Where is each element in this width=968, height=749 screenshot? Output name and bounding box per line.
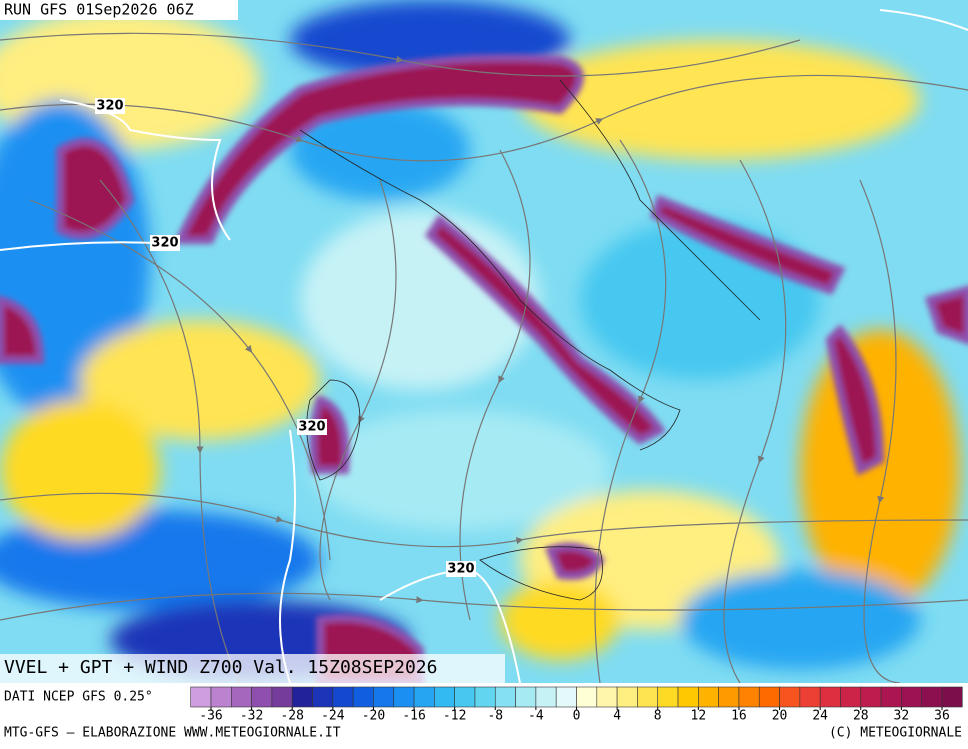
colorbar-swatch	[515, 686, 537, 708]
colorbar-swatch	[373, 686, 395, 708]
colorbar-swatch	[941, 686, 963, 708]
footer-left: MTG-GFS — ELABORAZIONE WWW.METEOGIORNALE…	[4, 726, 341, 741]
colorbar-swatch	[596, 686, 618, 708]
colorbar-tick-label: 36	[934, 709, 950, 724]
colorbar-swatch	[332, 686, 354, 708]
colorbar-tick-label: -12	[443, 709, 466, 724]
contour-label-bg	[95, 98, 125, 114]
colorbar-swatch	[657, 686, 679, 708]
colorbar-swatch	[860, 686, 882, 708]
colorbar-swatch	[190, 686, 212, 708]
colorbar-swatch	[738, 686, 760, 708]
colorbar: -36 -32 -28 -24 -20 -16 -12 -8 -4 0 4 8 12 16 20 24 28 32…	[190, 686, 963, 724]
colorbar-tick-label: -36	[199, 709, 222, 724]
map-title: VVEL + GPT + WIND Z700 Val. 15Z08SEP2026	[4, 657, 437, 678]
colorbar-swatch	[880, 686, 902, 708]
map-field	[0, 0, 968, 683]
colorbar-tick-label: 4	[613, 709, 621, 724]
colorbar-tick-label: 8	[654, 709, 662, 724]
footer-right: (C) METEOGIORNALE	[829, 726, 962, 741]
colorbar-swatch	[779, 686, 801, 708]
colorbar-swatch	[454, 686, 476, 708]
colorbar-swatch	[291, 686, 313, 708]
colorbar-tick-label: -16	[402, 709, 425, 724]
colorbar-swatch	[718, 686, 740, 708]
colorbar-swatch	[698, 686, 719, 708]
contour-label: 320	[298, 420, 325, 435]
colorbar-swatch	[271, 686, 293, 708]
colorbar-swatch	[677, 686, 699, 708]
colorbar-swatch	[840, 686, 862, 708]
colorbar-swatch	[413, 686, 435, 708]
contour-labels: 320 320 320 320	[95, 98, 476, 577]
run-label: RUN GFS 01Sep2026 06Z	[4, 1, 194, 19]
contour-label: 320	[151, 236, 178, 251]
colorbar-tick-label: -4	[528, 709, 544, 724]
colorbar-swatch	[434, 686, 455, 708]
colorbar-swatch	[637, 686, 659, 708]
colorbar-tick-label: 16	[731, 709, 747, 724]
contour-label-bg	[446, 561, 476, 577]
colorbar-swatch	[758, 686, 780, 708]
colorbar-tick-label: -8	[487, 709, 503, 724]
colorbar-tick-label: 24	[812, 709, 828, 724]
colorbar-swatch	[921, 686, 943, 708]
colorbar-swatch	[576, 686, 598, 708]
colorbar-swatch	[494, 686, 516, 708]
colorbar-tick-label: -28	[280, 709, 303, 724]
colorbar-swatch	[819, 686, 841, 708]
colorbar-tick-label: 12	[691, 709, 707, 724]
contour-label-bg	[150, 235, 180, 251]
colorbar-tick-label: 32	[894, 709, 910, 724]
colorbar-swatch	[535, 686, 557, 708]
contour-label: 320	[96, 99, 123, 114]
colorbar-tick-label: -32	[240, 709, 263, 724]
colorbar-swatch	[210, 686, 232, 708]
colorbar-swatch	[231, 686, 252, 708]
colorbar-swatch	[616, 686, 638, 708]
colorbar-tick-label: -20	[362, 709, 385, 724]
colorbar-tick-label: 0	[573, 709, 581, 724]
contour-label: 320	[447, 562, 474, 577]
colorbar-tick-label: 28	[853, 709, 869, 724]
colorbar-swatch	[799, 686, 821, 708]
colorbar-swatch	[251, 686, 273, 708]
colorbar-swatch	[474, 686, 496, 708]
data-source: DATI NCEP GFS 0.25°	[4, 690, 153, 705]
colorbar-swatch	[393, 686, 415, 708]
colorbar-swatch	[312, 686, 334, 708]
colorbar-tick-label: -24	[321, 709, 345, 724]
colorbar-swatch	[901, 686, 922, 708]
contour-label-bg	[297, 419, 327, 435]
colorbar-tick-label: 20	[772, 709, 788, 724]
colorbar-swatch	[555, 686, 577, 708]
colorbar-swatch	[352, 686, 374, 708]
